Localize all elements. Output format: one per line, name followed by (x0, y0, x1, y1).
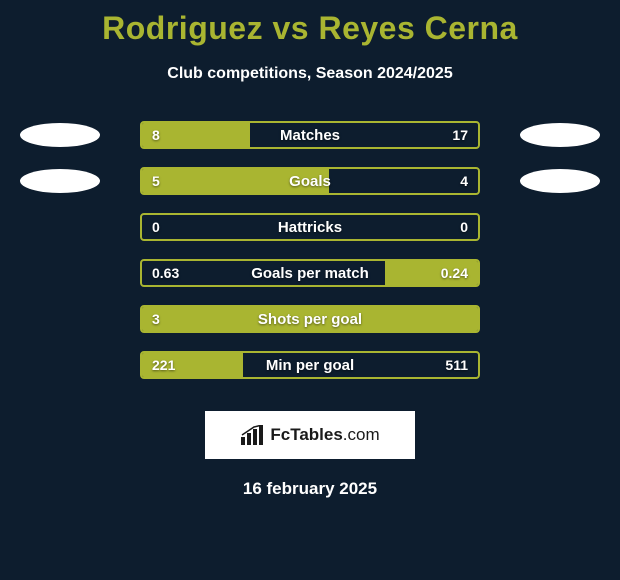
stat-row: 0.630.24Goals per match (0, 259, 620, 305)
stat-bar: 0.630.24Goals per match (140, 259, 480, 287)
logo-text-domain: .com (343, 425, 380, 444)
player-left-lozenge (20, 123, 100, 147)
comparison-infographic: Rodriguez vs Reyes Cerna Club competitio… (0, 0, 620, 580)
stat-label: Min per goal (142, 353, 478, 377)
stat-label: Shots per goal (142, 307, 478, 331)
logo-text: FcTables.com (270, 425, 379, 445)
stat-row: 54Goals (0, 167, 620, 213)
date-label: 16 february 2025 (0, 479, 620, 499)
player-left-lozenge (20, 169, 100, 193)
logo-text-bold: FcTables (270, 425, 342, 444)
stat-rows: 817Matches 54Goals 00Hattricks 0.630.24Goal… (0, 121, 620, 397)
stat-row: 00Hattricks (0, 213, 620, 259)
chart-icon (240, 425, 264, 445)
stat-row: 817Matches (0, 121, 620, 167)
stat-row: 3Shots per goal (0, 305, 620, 351)
player-right-lozenge (520, 169, 600, 193)
stat-bar: 00Hattricks (140, 213, 480, 241)
source-logo: FcTables.com (205, 411, 415, 459)
stat-bar: 3Shots per goal (140, 305, 480, 333)
stat-label: Goals per match (142, 261, 478, 285)
stat-bar: 54Goals (140, 167, 480, 195)
player-right-lozenge (520, 123, 600, 147)
stat-label: Hattricks (142, 215, 478, 239)
stat-bar: 221511Min per goal (140, 351, 480, 379)
stat-bar: 817Matches (140, 121, 480, 149)
stat-label: Matches (142, 123, 478, 147)
page-title: Rodriguez vs Reyes Cerna (0, 0, 620, 47)
stat-row: 221511Min per goal (0, 351, 620, 397)
stat-label: Goals (142, 169, 478, 193)
subtitle: Club competitions, Season 2024/2025 (0, 65, 620, 83)
